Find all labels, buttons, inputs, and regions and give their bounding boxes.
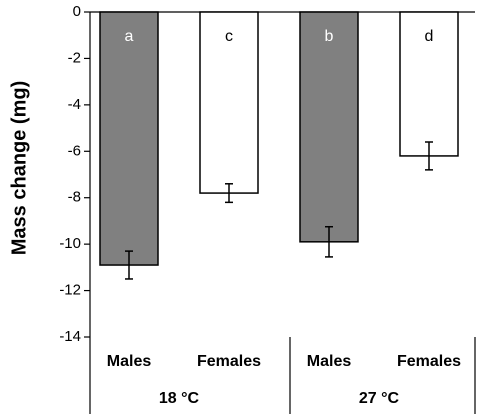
significance-label: d: [425, 28, 434, 45]
bar: [299, 11, 359, 243]
y-tick-label: -12: [59, 282, 81, 299]
group-label: 18 °C: [159, 390, 200, 407]
category-label: Males: [307, 353, 352, 370]
bar: [99, 11, 159, 266]
y-tick-label: -8: [68, 189, 81, 206]
labels-layer: a Males c Females b Males d Females 18 °C 27 °C: [107, 28, 461, 407]
y-tick-label: -10: [59, 235, 81, 252]
y-tick-label: -2: [68, 49, 81, 66]
significance-label: c: [225, 28, 233, 45]
bar: [199, 11, 259, 194]
category-label: Females: [197, 353, 261, 370]
group-label: 27 °C: [359, 390, 400, 407]
y-tick-label: -6: [68, 142, 81, 159]
significance-label: b: [325, 28, 334, 45]
y-tick-label: -14: [59, 328, 81, 345]
y-tick-label: -4: [68, 96, 81, 113]
y-tick-label: 0: [73, 3, 81, 20]
bars-layer: [99, 11, 459, 280]
axis-layer: 0 -2 -4 -6 -8 -10 -12 -14: [59, 3, 476, 414]
category-label: Females: [397, 353, 461, 370]
bar: [399, 11, 459, 157]
significance-label: a: [125, 28, 134, 45]
category-label: Males: [107, 353, 152, 370]
y-axis-label: Mass change (mg): [8, 81, 30, 255]
